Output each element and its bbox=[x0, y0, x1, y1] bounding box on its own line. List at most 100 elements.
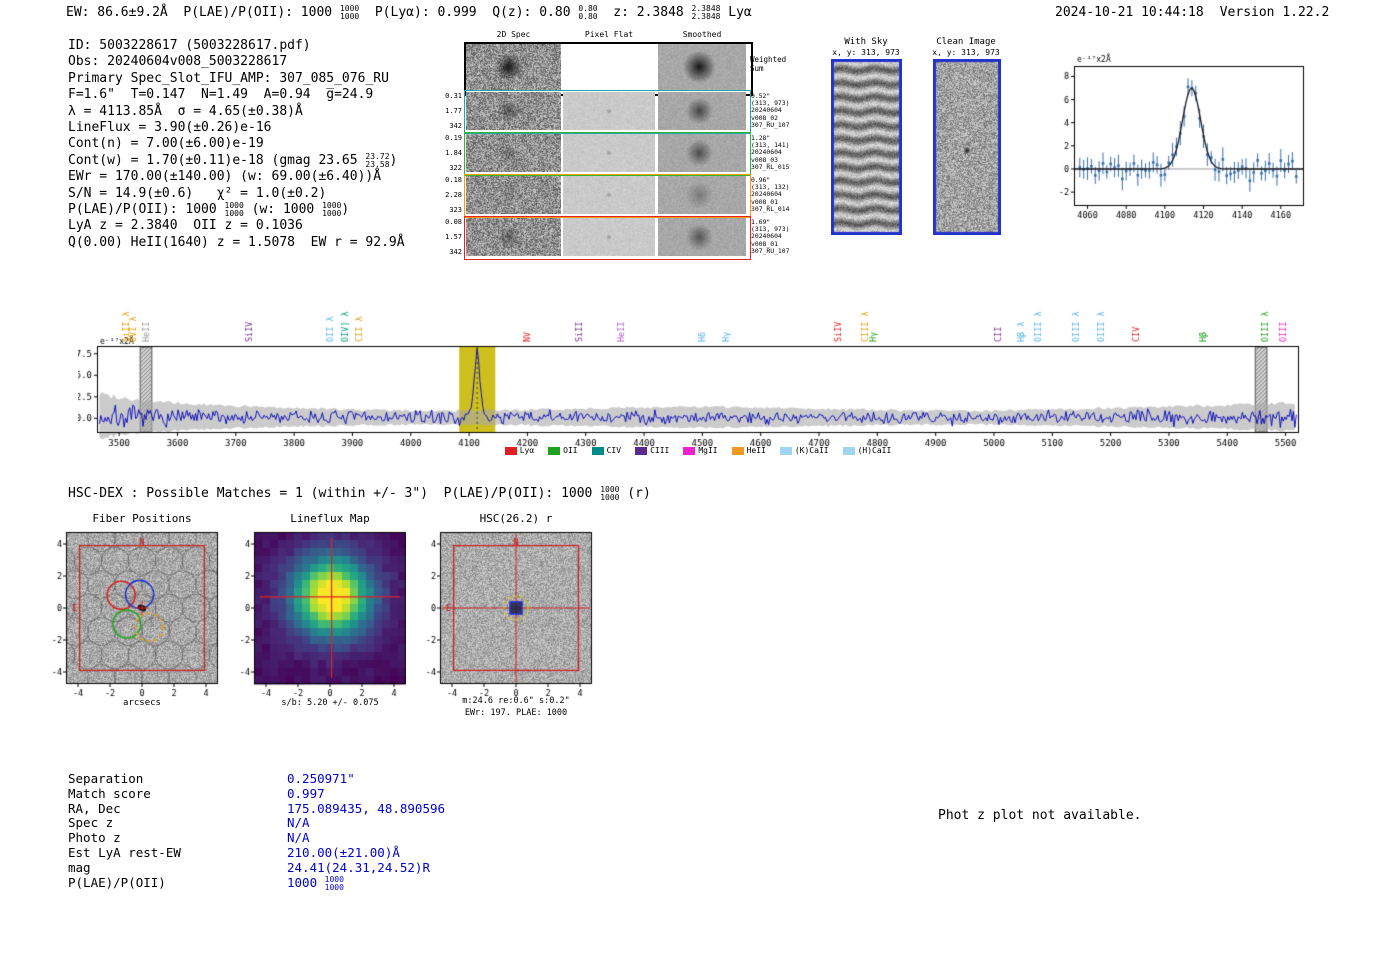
cutout-2dspec-image bbox=[466, 44, 561, 90]
fraction-bottom: 1000 bbox=[324, 882, 344, 892]
text-segment: EWr = 170.00(±140.00) (w: 69.00(±6.40))Å bbox=[68, 169, 382, 185]
legend-label: MgII bbox=[698, 446, 718, 455]
fraction-top: 1000 bbox=[322, 201, 342, 211]
legend-swatch bbox=[635, 446, 648, 455]
fraction-bottom: 1000 bbox=[600, 493, 620, 502]
weighted-sum-label: Weighted Sum bbox=[750, 55, 786, 73]
fraction-top: 1000 bbox=[339, 4, 360, 13]
cutout-row-border bbox=[464, 216, 751, 260]
text-segment: Q(0.00) HeII(1640) z = 1.5078 EW r = 92.… bbox=[68, 234, 405, 250]
legend-item-(K)CaII: (K)CaII bbox=[779, 446, 829, 455]
fraction-top: 1000 bbox=[224, 201, 244, 211]
match-row-label: Photo z bbox=[68, 830, 121, 846]
hsc-cutout-plot bbox=[406, 530, 602, 702]
fraction-top: 1000 bbox=[324, 874, 344, 884]
fraction-top: 23.72 bbox=[365, 151, 390, 161]
match-row-value: 0.997 bbox=[287, 786, 325, 801]
text-segment: EW: 86.6±9.2Å P(LAE)/P(OII): 1000 bbox=[66, 5, 340, 20]
cutout-annotation-line: 307_RU_107 bbox=[751, 120, 790, 129]
legend-label: CIV bbox=[606, 446, 622, 455]
cutout-row-left-labels: 0.19 1.84 322 bbox=[438, 134, 462, 172]
timestamp: 2024-10-21 10:44:18 bbox=[1055, 5, 1204, 20]
legend-item-MgII: MgII bbox=[683, 446, 718, 455]
match-row-label: Match score bbox=[68, 785, 151, 801]
stacked-fraction: 1000 1000 bbox=[322, 202, 341, 218]
match-row-value: 210.00(±21.00)Å bbox=[287, 845, 400, 860]
cutout-smoothed-image bbox=[658, 176, 746, 214]
spectrum-legend: Lyα OII CIV CIII MgII HeII (K)CaII (H)CaII bbox=[78, 446, 1318, 455]
match-row-label: RA, Dec bbox=[68, 800, 121, 816]
text-segment: Cont(n) = 7.00(±6.00)e-19 bbox=[68, 136, 264, 152]
match-row-value: 1000 1000 1000 bbox=[287, 874, 344, 892]
cutout-smoothed-image bbox=[658, 218, 746, 256]
cutout-row-left-labels: 0.31 1.77 342 bbox=[438, 92, 462, 130]
text-segment: (r) bbox=[619, 486, 651, 501]
cutout-row-annotation: 0.52" (313, 973) 20240604 v008_02 307_RU_107 bbox=[751, 92, 790, 129]
cutout-left-value: 0.31 bbox=[445, 92, 462, 100]
match-table-row: RA, Dec 175.089435, 48.890596 bbox=[68, 800, 445, 817]
hsc-dex-match-line: HSC-DEX : Possible Matches = 1 (within +… bbox=[68, 486, 651, 502]
info-line: Obs: 20240604v008_5003228617 bbox=[68, 54, 405, 70]
legend-swatch bbox=[683, 446, 696, 455]
cutout-left-value: 0.19 bbox=[445, 134, 462, 142]
summary-header-line: EW: 86.6±9.2Å P(LAE)/P(OII): 1000 1000 10… bbox=[66, 5, 752, 21]
version-label: Version 1.22.2 bbox=[1219, 5, 1330, 20]
photz-note: Phot z plot not available. bbox=[938, 808, 1142, 823]
text-segment: N/A bbox=[287, 830, 310, 846]
text-segment: ID: 5003228617 (5003228617.pdf) bbox=[68, 38, 311, 53]
column-title-smoothed: Smoothed bbox=[682, 30, 722, 39]
stacked-fraction: 1000 1000 bbox=[600, 486, 619, 502]
cutout-annotation-line: v008_01 bbox=[751, 197, 778, 206]
legend-item-Lyα: Lyα bbox=[504, 446, 535, 455]
text-segment: ) bbox=[341, 202, 350, 218]
info-line: Primary Spec_Slot_IFU_AMP: 307_085_076_R… bbox=[68, 71, 405, 87]
cutout-left-value: 0.08 bbox=[445, 218, 462, 226]
match-table-row: Match score 0.997 bbox=[68, 785, 445, 802]
text-segment: 24.41(24.31,24.52)R bbox=[287, 859, 430, 875]
stacked-fraction: 0.80 0.80 bbox=[578, 5, 597, 21]
text-segment: 0.997 bbox=[287, 785, 325, 801]
match-row-value: N/A bbox=[287, 830, 310, 845]
cutout-pixelflat-image bbox=[563, 218, 655, 256]
hsc-cutout-title: HSC(26.2) r bbox=[479, 512, 553, 525]
fraction-bottom: 1000 bbox=[224, 209, 244, 219]
cutout-annotation-line: (313, 973) bbox=[751, 225, 790, 234]
catalog-match-table: Separation 0.250971" Match score 0.997 RA, D… bbox=[68, 771, 445, 892]
cutout-annotation-line: (313, 132) bbox=[751, 183, 790, 192]
info-line: ID: 5003228617 (5003228617.pdf) bbox=[68, 38, 405, 54]
cutout-row-border bbox=[464, 132, 751, 176]
text-segment: λ = 4113.85Å σ = 4.65(±0.38)Å bbox=[68, 103, 303, 119]
cutout-annotation-line: v008_03 bbox=[751, 155, 778, 164]
with-sky-image bbox=[831, 59, 902, 235]
cutout-annotation-line: (313, 141) bbox=[751, 141, 790, 150]
match-row-value: N/A bbox=[287, 815, 310, 830]
stacked-fraction: 2.3848 2.3848 bbox=[692, 5, 721, 21]
legend-label: Lyα bbox=[519, 446, 535, 455]
fraction-top: 1000 bbox=[600, 485, 620, 494]
text-segment: HSC-DEX : Possible Matches = 1 (within +… bbox=[68, 486, 601, 501]
legend-item-OII: OII bbox=[548, 446, 578, 455]
text-segment: P(Lyα): 0.999 Q(z): 0.80 bbox=[359, 5, 579, 20]
info-line: Cont(n) = 7.00(±6.00)e-19 bbox=[68, 136, 405, 152]
cutout-annotation-line: 1.69" bbox=[751, 218, 771, 226]
legend-label: (K)CaII bbox=[794, 446, 829, 455]
stacked-fraction: 1000 1000 bbox=[324, 874, 344, 892]
cutout-left-value: 342 bbox=[449, 248, 462, 256]
text-segment: Obs: 20240604v008_5003228617 bbox=[68, 54, 288, 70]
cutout-annotation-line: 307_RL_015 bbox=[751, 162, 790, 171]
line-fit-plot bbox=[1038, 50, 1312, 232]
legend-label: HeII bbox=[746, 446, 766, 455]
cutout-annotation-line: 20240604 bbox=[751, 190, 782, 199]
legend-swatch bbox=[779, 446, 792, 455]
with-sky-coords: x, y: 313, 973 bbox=[832, 48, 900, 57]
fraction-bottom: 0.80 bbox=[578, 12, 598, 21]
text-segment: (w: 1000 bbox=[243, 202, 323, 218]
fiber-positions-title: Fiber Positions bbox=[92, 512, 192, 525]
cutout-row-left-labels: 0.08 1.57 342 bbox=[438, 218, 462, 256]
legend-label: CIII bbox=[650, 446, 670, 455]
legend-label: OII bbox=[563, 446, 578, 455]
cutout-left-value: 342 bbox=[449, 122, 462, 130]
match-table-row: Separation 0.250971" bbox=[68, 771, 445, 787]
cutout-row-annotation: 0.96" (313, 132) 20240604 v008_01 307_RL_014 bbox=[751, 176, 790, 213]
